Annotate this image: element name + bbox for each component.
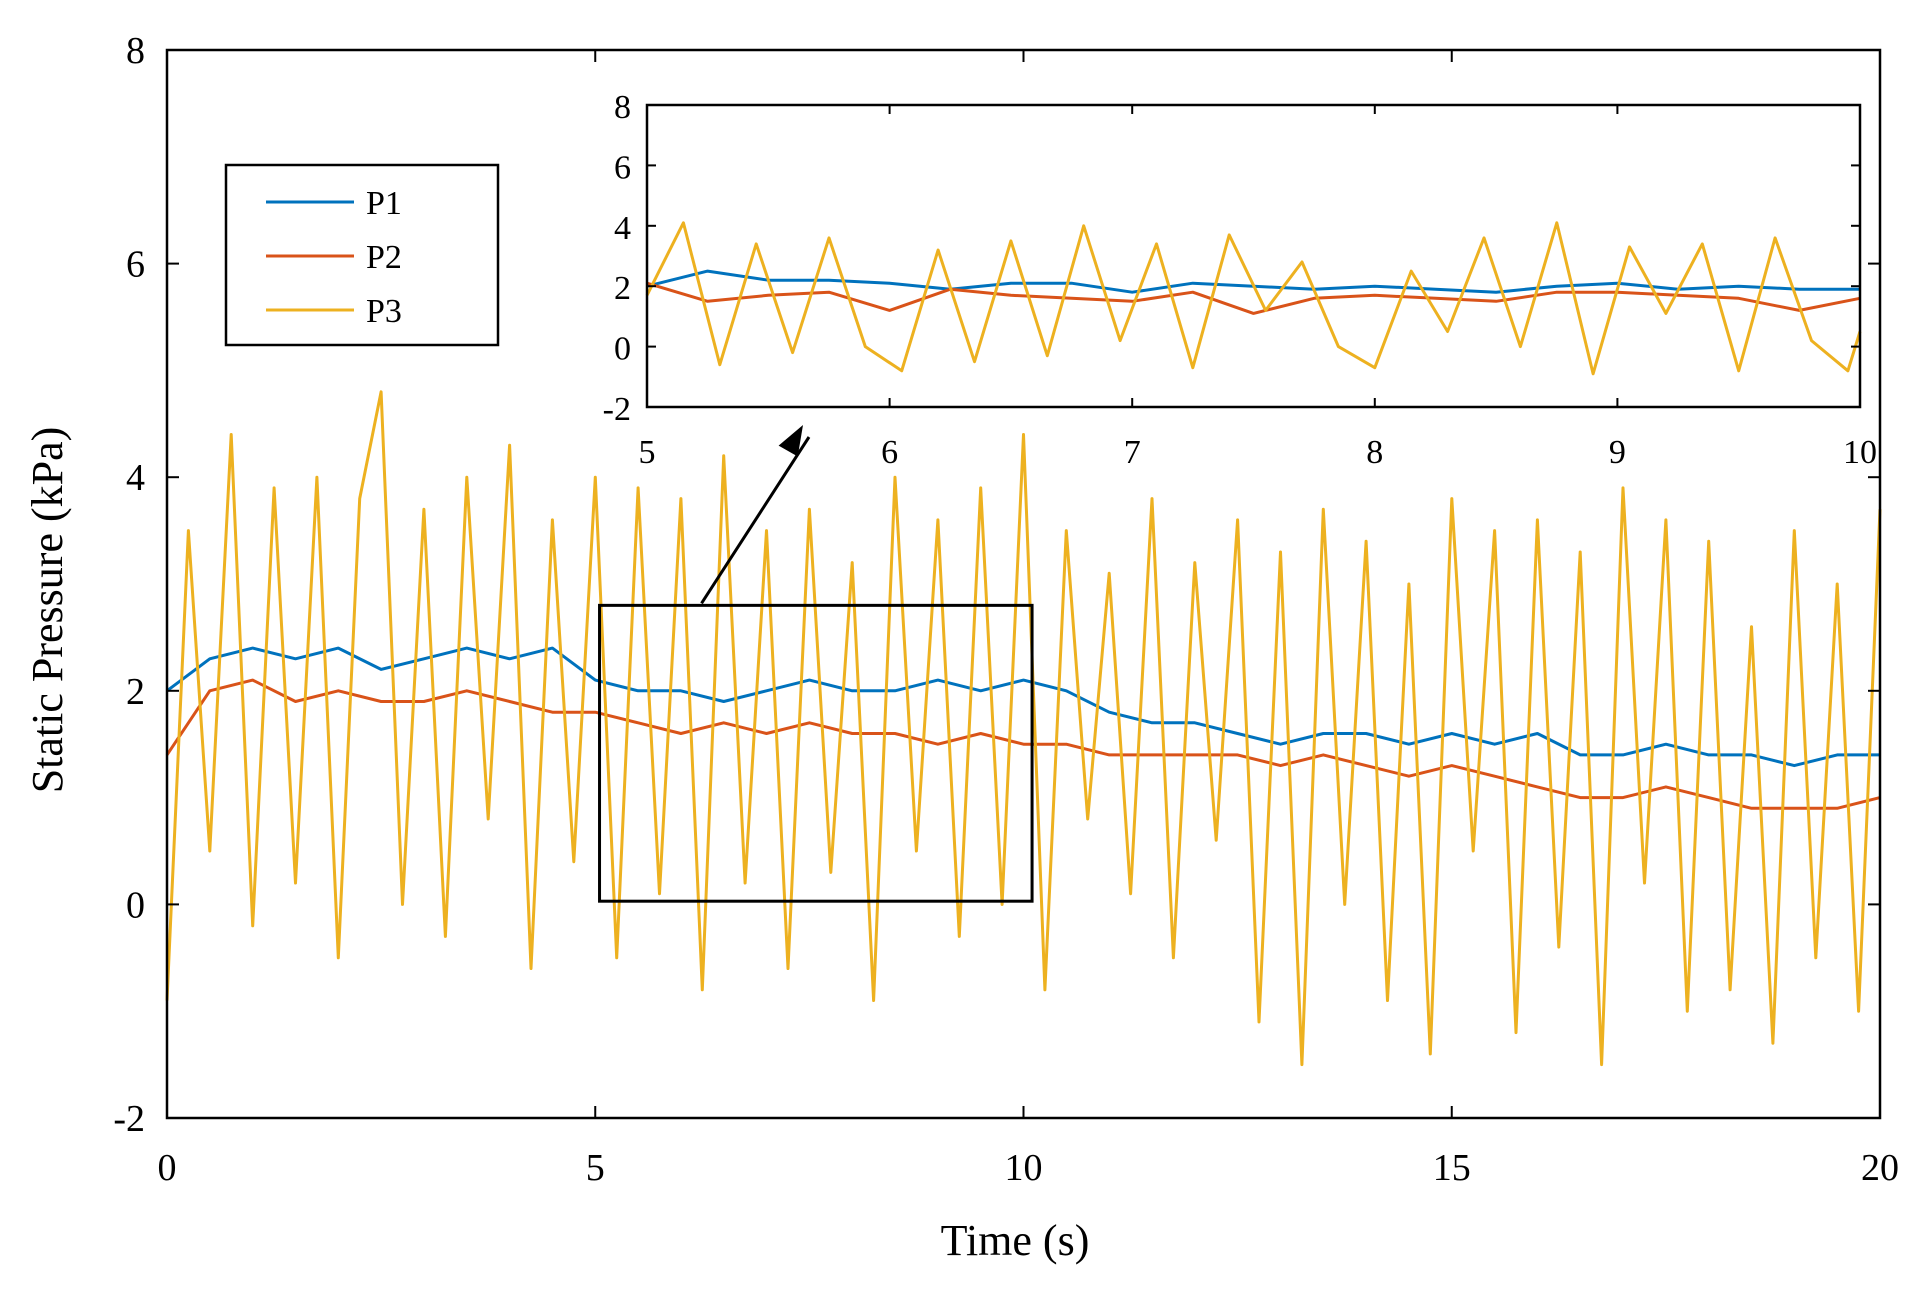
main-series-layer — [165, 390, 1882, 1067]
zoom-arrow — [700, 425, 811, 605]
legend-label-p1: P1 — [366, 185, 402, 222]
inset-x-tick-label: 9 — [1609, 434, 1626, 471]
main-y-tick-label: 0 — [126, 884, 145, 926]
main-series-line-p3 — [165, 390, 1882, 1067]
inset-x-tick-label: 5 — [639, 434, 656, 471]
inset-x-tick-label: 7 — [1124, 434, 1141, 471]
main-x-tick-label: 20 — [1861, 1147, 1899, 1189]
main-y-tick-label: -2 — [113, 1098, 145, 1140]
inset-series-layer — [645, 221, 1862, 376]
zoom-box-layer — [598, 603, 1034, 903]
arrow-shaft — [700, 436, 811, 605]
main-series-line-p1 — [166, 646, 1880, 768]
main-axes-layer — [165, 48, 1882, 1120]
main-x-tick-label: 0 — [158, 1147, 177, 1189]
legend-label-p3: P3 — [366, 293, 402, 330]
inset-y-tick-label: 0 — [614, 331, 631, 368]
inset-y-tick-label: -2 — [603, 391, 631, 428]
main-y-tick-label: 2 — [126, 671, 145, 713]
zoom-region-box — [598, 603, 1034, 903]
main-x-tick-label: 5 — [586, 1147, 605, 1189]
inset-x-tick-label: 8 — [1366, 434, 1383, 471]
arrow-head — [778, 425, 803, 457]
main-y-tick-label: 4 — [126, 457, 145, 499]
inset-chart: 5 6 7 8 9 10 -2 0 2 4 6 8 — [603, 89, 1877, 471]
inset-background — [647, 105, 1860, 407]
inset-ticklabel-layer: 5 6 7 8 9 10 -2 0 2 4 6 8 — [603, 89, 1877, 471]
main-x-tick-label: 15 — [1433, 1147, 1471, 1189]
inset-axes-layer — [645, 103, 1862, 409]
inset-y-tick-label: 2 — [614, 270, 631, 307]
inset-y-tick-label: 4 — [614, 210, 631, 247]
inset-plot-frame — [645, 103, 1862, 409]
inset-y-tick-label: 8 — [614, 89, 631, 126]
main-x-tick-label: 10 — [1005, 1147, 1043, 1189]
main-series-line-p2 — [165, 678, 1881, 810]
inset-x-tick-label: 6 — [881, 434, 898, 471]
inset-y-tick-label: 6 — [614, 149, 631, 186]
inset-x-tick-label: 10 — [1843, 434, 1877, 471]
x-axis-label: Time (s) — [941, 1216, 1090, 1265]
main-y-tick-label: 6 — [126, 244, 145, 286]
legend-label-p2: P2 — [366, 239, 402, 276]
y-axis-label: Static Pressure (kPa) — [23, 427, 72, 794]
inset-series-line-p3 — [645, 221, 1862, 376]
legend: P1 P2 P3 — [224, 163, 500, 347]
main-y-tick-label: 8 — [126, 30, 145, 72]
